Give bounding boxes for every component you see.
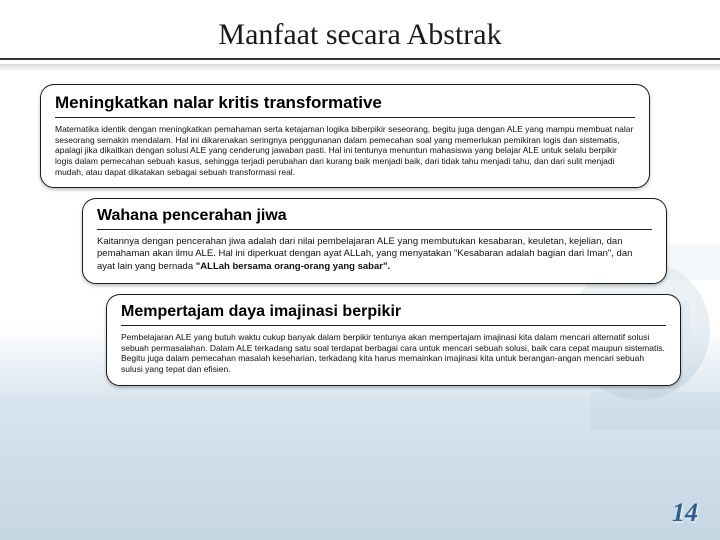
card-body: Kaitannya dengan pencerahan jiwa adalah … — [97, 236, 652, 273]
content-area: Meningkatkan nalar kritis transformative… — [0, 72, 720, 386]
card-heading: Wahana pencerahan jiwa — [97, 207, 652, 230]
title-shadow — [0, 64, 720, 72]
card-nalar-kritis: Meningkatkan nalar kritis transformative… — [40, 84, 650, 188]
page-title: Manfaat secara Abstrak — [0, 0, 720, 58]
card-heading: Meningkatkan nalar kritis transformative — [55, 93, 635, 118]
card-imajinasi: Mempertajam daya imajinasi berpikir Pemb… — [106, 294, 681, 386]
card-heading: Mempertajam daya imajinasi berpikir — [121, 303, 666, 326]
card-pencerahan-jiwa: Wahana pencerahan jiwa Kaitannya dengan … — [82, 198, 667, 284]
title-underline — [0, 58, 720, 60]
page-number: 14 — [672, 498, 698, 528]
card-body-bold: "ALLah bersama orang-orang yang sabar". — [196, 261, 390, 272]
card-body: Matematika identik dengan meningkatkan p… — [55, 124, 635, 177]
card-body: Pembelajaran ALE yang butuh waktu cukup … — [121, 332, 666, 375]
